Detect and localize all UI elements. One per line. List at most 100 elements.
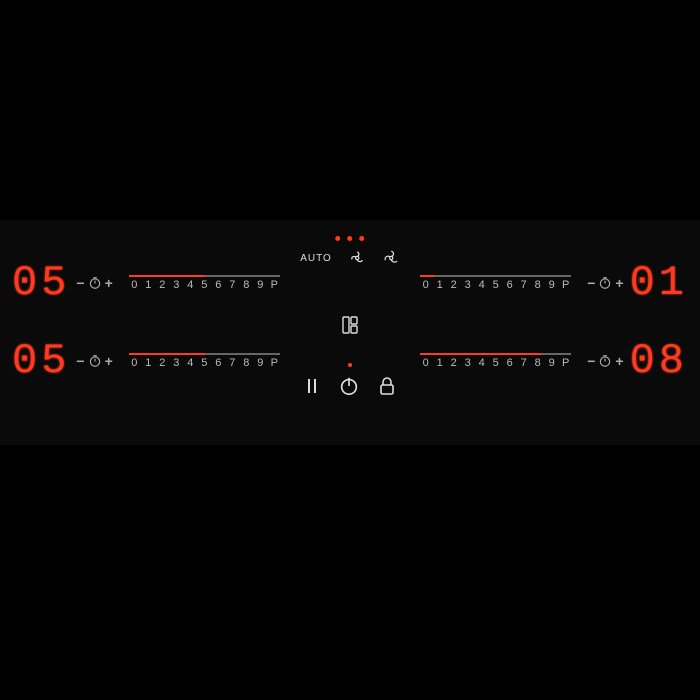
zone-timer: −+ [587,275,623,291]
scale-tick[interactable]: 1 [143,357,154,369]
scale-tick[interactable]: 3 [462,357,473,369]
zone-timer: −+ [76,353,112,369]
scale-labels: 0123456789P [129,357,280,369]
scale-fill [129,353,205,355]
dot-1 [335,236,340,241]
scale-tick[interactable]: 7 [518,357,529,369]
scale-tick[interactable]: 5 [490,357,501,369]
fan-low-icon[interactable] [348,249,366,267]
power-indicator-dot [348,363,352,367]
scale-tick[interactable]: P [560,357,571,369]
scale-tick[interactable]: 0 [420,357,431,369]
scale-tick[interactable]: 6 [213,279,224,291]
scale-tick[interactable]: 2 [157,357,168,369]
scale-tick[interactable]: P [269,279,280,291]
timer-icon[interactable] [598,276,612,290]
scale-tick[interactable]: 8 [532,279,543,291]
timer-plus[interactable]: + [105,353,113,369]
timer-minus[interactable]: − [76,353,84,369]
zone-timer: −+ [76,275,112,291]
zone-rear-right: 08−+0123456789P [410,340,688,382]
zone-front-right: 01−+0123456789P [410,262,688,304]
scale-tick[interactable]: 9 [255,357,266,369]
scale-labels: 0123456789P [420,279,571,291]
scale-tick[interactable]: P [560,279,571,291]
scale-tick[interactable]: 7 [518,279,529,291]
scale-tick[interactable]: 8 [241,279,252,291]
power-icon[interactable] [338,375,360,397]
timer-plus[interactable]: + [615,353,623,369]
scale-tick[interactable]: 1 [434,357,445,369]
scale-tick[interactable]: 4 [185,279,196,291]
scale-labels: 0123456789P [420,357,571,369]
scale-tick[interactable]: 3 [171,357,182,369]
scale-tick[interactable]: 2 [448,279,459,291]
scale-tick[interactable]: 0 [129,279,140,291]
zone-power-scale[interactable]: 0123456789P [129,275,280,291]
timer-minus[interactable]: − [587,353,595,369]
center-top-cluster: AUTO [300,236,400,267]
scale-tick[interactable]: 0 [420,279,431,291]
scale-tick[interactable]: 8 [532,357,543,369]
zone-rear-left: 05−+0123456789P [12,340,290,382]
zone-level-display: 08 [630,340,688,382]
scale-rest [541,353,571,355]
zone-level-display: 01 [630,262,688,304]
zone-timer: −+ [587,353,623,369]
zone-level-display: 05 [12,262,70,304]
pause-icon[interactable] [304,377,320,395]
bridge-icon[interactable] [341,315,359,335]
fan-high-icon[interactable] [382,249,400,267]
scale-rest [205,353,280,355]
scale-tick[interactable]: 7 [227,279,238,291]
scale-rest [435,275,571,277]
scale-tick[interactable]: 1 [143,279,154,291]
zone-power-scale[interactable]: 0123456789P [129,353,280,369]
dot-3 [359,236,364,241]
scale-tick[interactable]: 6 [213,357,224,369]
scale-tick[interactable]: 4 [185,357,196,369]
scale-tick[interactable]: 8 [241,357,252,369]
scale-tick[interactable]: 0 [129,357,140,369]
timer-plus[interactable]: + [105,275,113,291]
dot-2 [347,236,352,241]
scale-tick[interactable]: 6 [504,357,515,369]
scale-tick[interactable]: P [269,357,280,369]
scale-tick[interactable]: 4 [476,357,487,369]
scale-tick[interactable]: 6 [504,279,515,291]
scale-tick[interactable]: 7 [227,357,238,369]
scale-labels: 0123456789P [129,279,280,291]
scale-tick[interactable]: 9 [546,279,557,291]
center-mid-cluster [341,315,359,335]
scale-tick[interactable]: 3 [462,279,473,291]
timer-icon[interactable] [598,354,612,368]
scale-tick[interactable]: 5 [199,357,210,369]
scale-tick[interactable]: 4 [476,279,487,291]
zone-level-display: 05 [12,340,70,382]
indicator-dots [335,236,364,241]
scale-tick[interactable]: 5 [490,279,501,291]
scale-tick[interactable]: 3 [171,279,182,291]
scale-rest [205,275,280,277]
auto-label[interactable]: AUTO [300,253,332,264]
timer-minus[interactable]: − [76,275,84,291]
zone-front-left: 05−+0123456789P [12,262,290,304]
lock-icon[interactable] [378,376,396,396]
scale-fill [129,275,205,277]
scale-tick[interactable]: 5 [199,279,210,291]
scale-fill [420,275,435,277]
center-bottom-cluster [304,375,396,397]
scale-fill [420,353,541,355]
timer-icon[interactable] [88,354,102,368]
scale-tick[interactable]: 2 [157,279,168,291]
zone-power-scale[interactable]: 0123456789P [420,275,571,291]
timer-icon[interactable] [88,276,102,290]
scale-tick[interactable]: 1 [434,279,445,291]
scale-tick[interactable]: 2 [448,357,459,369]
scale-tick[interactable]: 9 [255,279,266,291]
timer-plus[interactable]: + [615,275,623,291]
timer-minus[interactable]: − [587,275,595,291]
cooktop-control-panel: AUTO [0,220,700,445]
scale-tick[interactable]: 9 [546,357,557,369]
zone-power-scale[interactable]: 0123456789P [420,353,571,369]
